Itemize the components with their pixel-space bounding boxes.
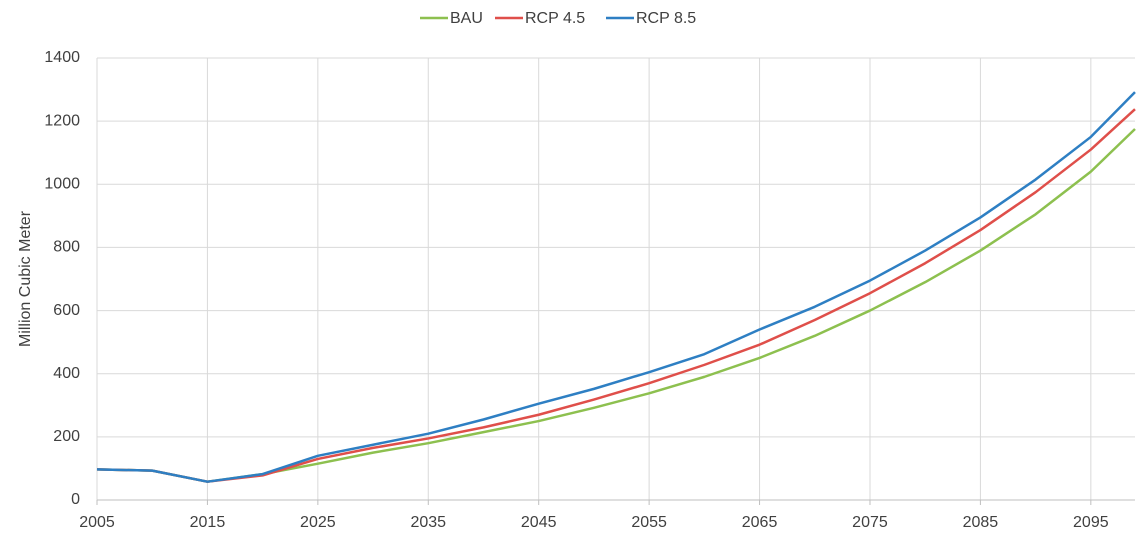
legend-label: RCP 8.5: [636, 10, 696, 27]
legend-label: BAU: [450, 10, 483, 27]
y-tick-label: 200: [53, 428, 80, 445]
series-line: [96, 128, 1136, 483]
x-tick-label: 2035: [410, 514, 446, 531]
series-line: [96, 108, 1136, 483]
x-tick-label: 2085: [963, 514, 999, 531]
y-tick-label: 1000: [44, 176, 80, 193]
y-tick-label: 600: [53, 302, 80, 319]
x-tick-label: 2055: [631, 514, 667, 531]
y-tick-label: 0: [71, 491, 80, 508]
legend-label: RCP 4.5: [525, 10, 585, 27]
x-tick-label: 2025: [300, 514, 336, 531]
x-tick-label: 2005: [79, 514, 115, 531]
y-tick-label: 800: [53, 239, 80, 256]
x-tick-label: 2065: [742, 514, 778, 531]
x-tick-label: 2015: [190, 514, 226, 531]
y-tick-label: 400: [53, 365, 80, 382]
x-tick-label: 2075: [852, 514, 888, 531]
y-tick-label: 1400: [44, 49, 80, 66]
series-line: [96, 91, 1136, 483]
y-tick-label: 1200: [44, 112, 80, 129]
x-tick-label: 2095: [1073, 514, 1109, 531]
y-axis-label: Million Cubic Meter: [17, 210, 34, 347]
x-tick-label: 2045: [521, 514, 557, 531]
